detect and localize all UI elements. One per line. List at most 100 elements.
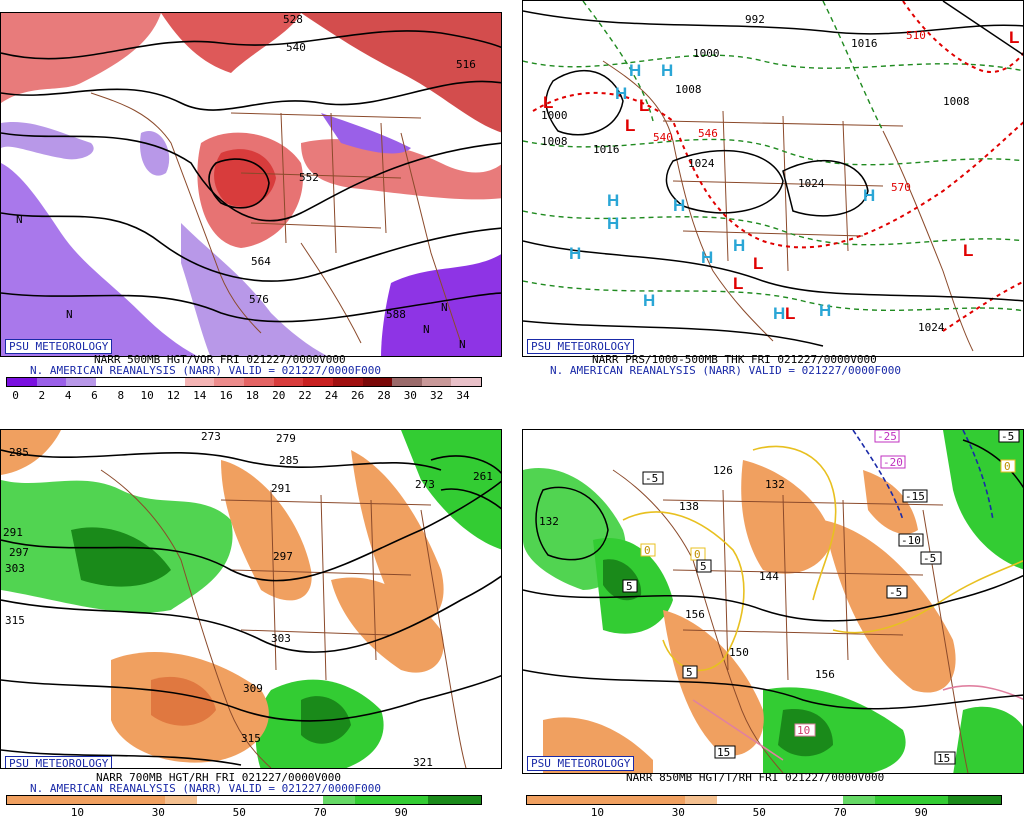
temp-label: -20 bbox=[883, 456, 903, 469]
contour-label: 291 bbox=[271, 482, 291, 495]
panel-700mb-hgt-rh: 285 273 279 285 291 297 303 309 315 321 … bbox=[0, 409, 512, 819]
low-pressure-marker: L bbox=[639, 96, 649, 115]
colorbar-swatch bbox=[95, 378, 126, 386]
map-prs-graphic: 992 1000 1008 1016 1024 1024 1008 1016 1… bbox=[523, 1, 1023, 352]
temp-label: -15 bbox=[905, 490, 925, 503]
contour-label: 156 bbox=[685, 608, 705, 621]
colorbar-tick: 90 bbox=[914, 806, 928, 819]
contour-label: 285 bbox=[9, 446, 29, 459]
contour-label: 315 bbox=[5, 614, 25, 627]
contour-label: 273 bbox=[415, 478, 435, 491]
panel-500mb-hgt-vor: 528 540 552 516 564 576 588 N N N N N PS… bbox=[0, 0, 512, 409]
colorbar-tick: 70 bbox=[833, 806, 847, 819]
colorbar-swatch bbox=[214, 378, 244, 386]
contour-label: 156 bbox=[815, 668, 835, 681]
map-500mb: 528 540 552 516 564 576 588 N N N N N PS… bbox=[0, 12, 502, 357]
low-pressure-marker: L bbox=[625, 116, 635, 135]
thickness-label: 546 bbox=[698, 127, 718, 140]
temperature-labels: -25 -20 -15 -10 -5 -5 -5 -5 0 0 bbox=[622, 430, 1020, 765]
contour-label: 540 bbox=[286, 41, 306, 54]
colorbar-swatch bbox=[155, 378, 185, 386]
contour-label: 516 bbox=[456, 58, 476, 71]
high-pressure-marker: H bbox=[607, 214, 619, 233]
colorbar-tick: 32 bbox=[430, 389, 444, 402]
contour-label: 315 bbox=[241, 732, 261, 745]
high-pressure-marker: H bbox=[643, 291, 655, 310]
colorbar-tick: 50 bbox=[752, 806, 766, 819]
high-pressure-marker: H bbox=[629, 61, 641, 80]
contour-label: 321 bbox=[413, 756, 433, 769]
high-pressure-marker: H bbox=[819, 301, 831, 320]
temp-label: 5 bbox=[686, 666, 693, 679]
contour-label: 992 bbox=[745, 13, 765, 26]
psu-meteorology-badge: PSU METEOROLOGY bbox=[527, 339, 635, 354]
colorbar-tick: 4 bbox=[64, 389, 72, 402]
contour-label: 1000 bbox=[541, 109, 568, 122]
colorbar-tick: 50 bbox=[232, 806, 246, 819]
contour-label: 285 bbox=[279, 454, 299, 467]
caption-line-1: NARR PRS/1000-500MB THK FRI 021227/0000V… bbox=[592, 353, 877, 366]
temp-label: -5 bbox=[645, 472, 658, 485]
colorbar-tick: 30 bbox=[671, 806, 685, 819]
colorbar-rh bbox=[6, 795, 482, 805]
thickness-label: 510 bbox=[906, 29, 926, 42]
temp-label: -5 bbox=[1001, 430, 1014, 443]
high-pressure-marker: H bbox=[607, 191, 619, 210]
contour-label: 309 bbox=[243, 682, 263, 695]
colorbar-tick: 28 bbox=[377, 389, 391, 402]
psu-meteorology-badge: PSU METEOROLOGY bbox=[5, 339, 113, 354]
colorbar-tick: 8 bbox=[117, 389, 125, 402]
high-pressure-marker: H bbox=[733, 236, 745, 255]
colorbar-tick: 20 bbox=[272, 389, 286, 402]
colorbar-swatch bbox=[421, 378, 452, 386]
colorbar-swatch bbox=[273, 378, 304, 386]
high-pressure-marker: H bbox=[773, 304, 785, 323]
colorbar-swatch bbox=[244, 378, 274, 386]
colorbar-ticks: 10 30 50 70 90 bbox=[6, 806, 482, 820]
vort-marker: N bbox=[459, 338, 466, 351]
low-pressure-marker: L bbox=[733, 274, 743, 293]
temp-label: -10 bbox=[901, 534, 921, 547]
contour-label: 291 bbox=[3, 526, 23, 539]
contour-label: 552 bbox=[299, 171, 319, 184]
caption-line-2: N. AMERICAN REANALYSIS (NARR) VALID = 02… bbox=[550, 364, 901, 377]
colorbar-tick: 12 bbox=[166, 389, 181, 402]
colorbar-tick: 30 bbox=[151, 806, 165, 819]
colorbar-tick: 10 bbox=[590, 806, 605, 819]
colorbar-swatch bbox=[332, 378, 363, 386]
colorbar-tick: 22 bbox=[298, 389, 312, 402]
colorbar-ticks: 10 30 50 70 90 bbox=[526, 806, 1002, 820]
contour-label: 261 bbox=[473, 470, 493, 483]
low-pressure-marker: L bbox=[543, 93, 553, 112]
contour-label: 528 bbox=[283, 13, 303, 26]
colorbar-swatch bbox=[36, 378, 67, 386]
contour-label: 150 bbox=[729, 646, 749, 659]
map-500mb-graphic: 528 540 552 516 564 576 588 N N N N N bbox=[1, 13, 501, 356]
high-pressure-marker: H bbox=[615, 84, 627, 103]
map-850mb: 126 132 138 144 150 156 156 132 -25 -20 … bbox=[522, 429, 1024, 774]
caption-line-1: NARR 850MB HGT/T/RH FRI 021227/0000V000 bbox=[626, 771, 885, 784]
colorbar-tick: 14 bbox=[193, 389, 207, 402]
contour-label: 1024 bbox=[798, 177, 825, 190]
contour-label: 1024 bbox=[688, 157, 715, 170]
contour-label: 564 bbox=[251, 255, 271, 268]
colorbar-rh bbox=[526, 795, 1002, 805]
colorbar-swatch bbox=[303, 378, 333, 386]
thickness-label: 540 bbox=[653, 131, 673, 144]
colorbar-tick: 2 bbox=[38, 389, 46, 402]
colorbar-vorticity bbox=[6, 377, 482, 387]
low-pressure-marker: L bbox=[785, 304, 795, 323]
colorbar-tick: 18 bbox=[245, 389, 260, 402]
colorbar-tick: 24 bbox=[324, 389, 338, 402]
thickness-label: 570 bbox=[891, 181, 911, 194]
colorbar-tick: 30 bbox=[403, 389, 417, 402]
panel-prs-thickness: 992 1000 1008 1016 1024 1024 1008 1016 1… bbox=[512, 0, 1024, 409]
temp-label: 5 bbox=[626, 580, 633, 593]
contour-label: 1008 bbox=[675, 83, 702, 96]
temp-label: -5 bbox=[889, 586, 902, 599]
contour-label: 297 bbox=[273, 550, 293, 563]
low-pressure-marker: L bbox=[963, 241, 973, 260]
colorbar-swatch bbox=[184, 378, 215, 386]
contour-label: 273 bbox=[201, 430, 221, 443]
contour-label: 303 bbox=[271, 632, 291, 645]
